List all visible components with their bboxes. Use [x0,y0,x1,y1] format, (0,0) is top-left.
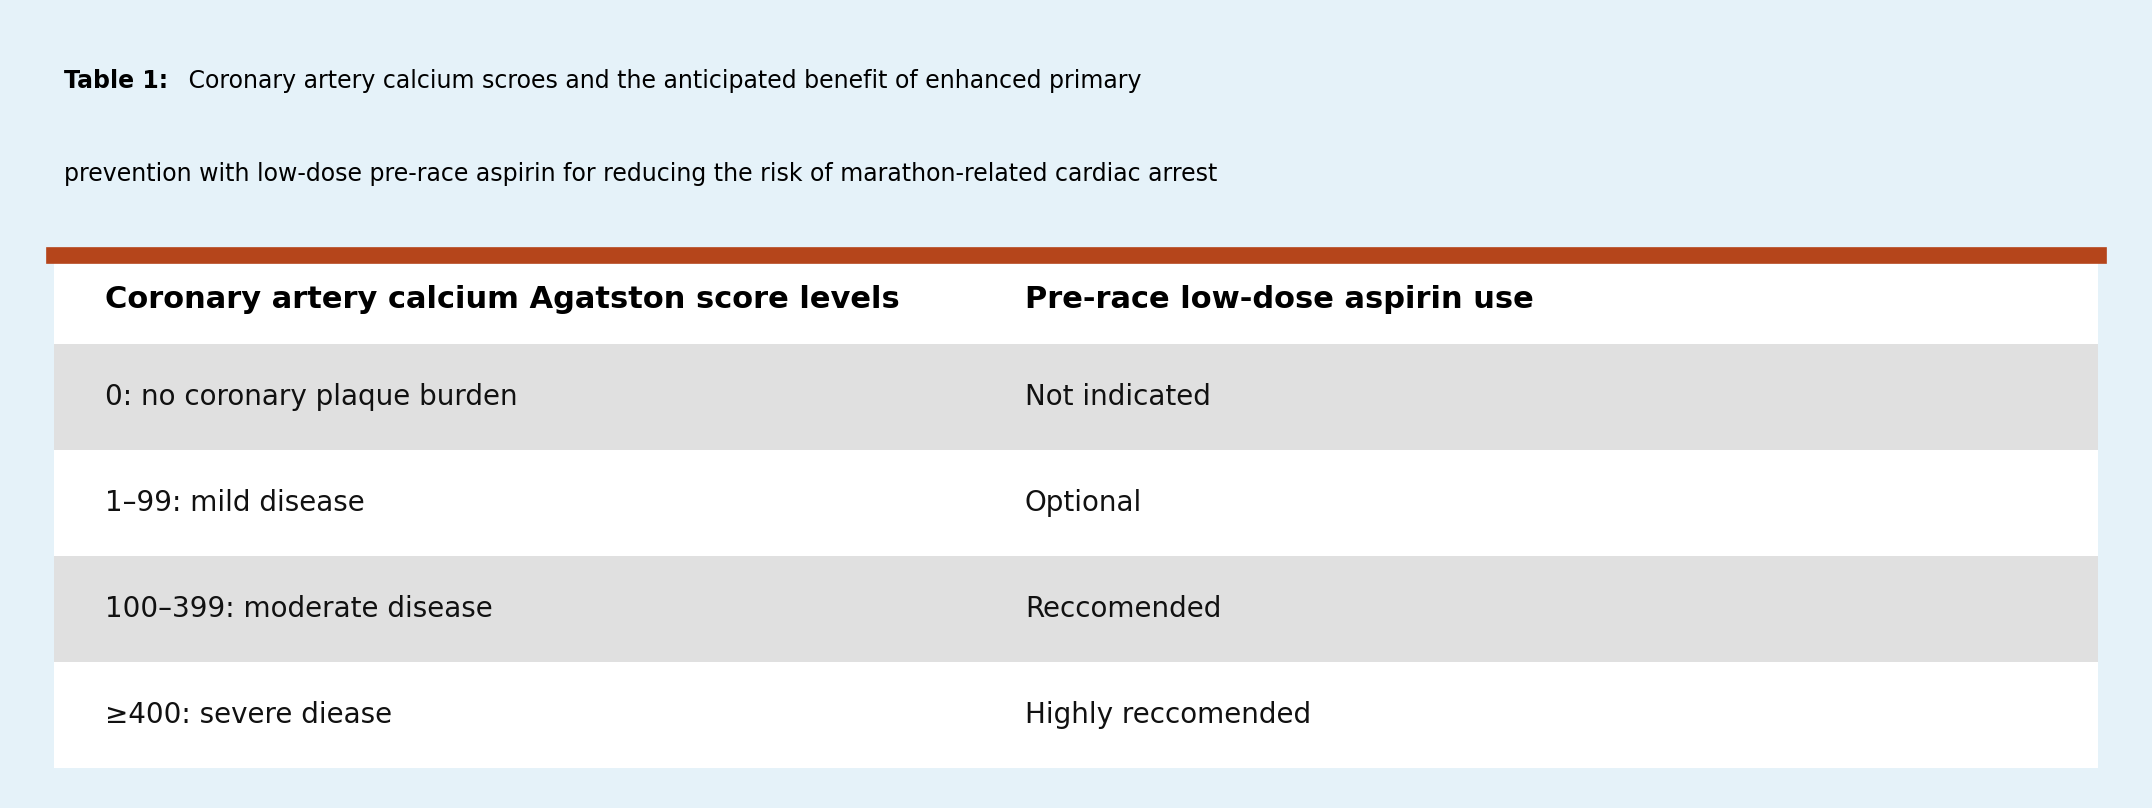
Bar [54,344,2098,450]
Text: Pre-race low-dose aspirin use: Pre-race low-dose aspirin use [1024,285,1534,314]
Text: Table 1:: Table 1: [65,69,168,93]
Text: Coronary artery calcium scroes and the anticipated benefit of enhanced primary: Coronary artery calcium scroes and the a… [181,69,1141,93]
Text: Reccomended: Reccomended [1024,595,1222,623]
Text: Coronary artery calcium Agatston score levels: Coronary artery calcium Agatston score l… [105,285,900,314]
Text: 0: no coronary plaque burden: 0: no coronary plaque burden [105,383,516,411]
Bar [54,255,2098,344]
Text: ≥400: severe diease: ≥400: severe diease [105,701,392,729]
Bar [54,662,2098,768]
Text: 100–399: moderate disease: 100–399: moderate disease [105,595,493,623]
Bar [54,556,2098,662]
Text: prevention with low-dose pre-race aspirin for reducing the risk of marathon-rela: prevention with low-dose pre-race aspiri… [65,162,1218,186]
Bar [54,450,2098,556]
Text: Optional: Optional [1024,489,1143,517]
Text: 1–99: mild disease: 1–99: mild disease [105,489,364,517]
Text: Highly reccomended: Highly reccomended [1024,701,1311,729]
Text: Not indicated: Not indicated [1024,383,1212,411]
